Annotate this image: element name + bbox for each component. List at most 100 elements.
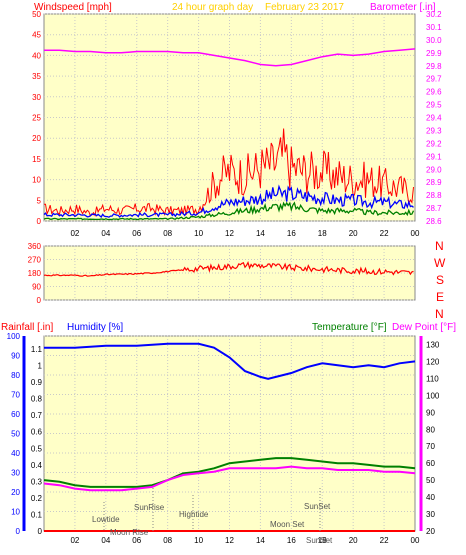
temperature-ticks: 20 30 40 50 60 70 80 90 100 110 120 130 <box>419 336 440 536</box>
x-tick-label: 10 <box>194 536 203 545</box>
humidity-tick-label: 30 <box>11 469 20 478</box>
astronomy-annotations: Lowtide Moon Rise SunRise Hightide Moon … <box>92 488 333 545</box>
direction-tick-label: 360 <box>28 242 42 251</box>
rainfall-tick-label: 0.4 <box>31 461 43 470</box>
temperature-tick-label: 90 <box>426 408 435 417</box>
barometer-line <box>44 48 416 67</box>
barometer-tick-label: 29.3 <box>426 126 442 135</box>
rainfall-axis-title: Rainfall [.in] <box>1 322 53 333</box>
x-tick-label: 02 <box>70 229 79 238</box>
barometer-tick-label: 29.4 <box>426 114 442 123</box>
temperature-tick-label: 120 <box>426 357 440 366</box>
humidity-ticks: 0 10 20 30 40 50 60 70 80 90 100 <box>7 332 21 536</box>
windspeed-tick-label: 10 <box>32 176 41 185</box>
rainfall-tick-label: 0.8 <box>31 395 43 404</box>
direction-tick-label: 90 <box>32 283 41 292</box>
barometer-tick-label: 28.6 <box>426 217 442 226</box>
temperature-tick-label: 130 <box>426 340 440 349</box>
compass-letter: W <box>434 256 446 270</box>
windspeed-tick-label: 25 <box>32 114 41 123</box>
direction-tick-label: 180 <box>28 269 42 278</box>
humidity-tick-label: 20 <box>11 488 20 497</box>
rainfall-tick-label: 1.1 <box>31 345 43 354</box>
barometer-tick-label: 30.1 <box>426 23 442 32</box>
barometer-tick-label: 29.2 <box>426 139 442 148</box>
windspeed-ticks: 0 5 10 15 20 25 30 35 40 45 50 <box>32 10 41 226</box>
compass-letter: S <box>436 273 444 287</box>
graph-title: 24 hour graph day <box>172 2 253 13</box>
x-tick-label: 18 <box>318 229 327 238</box>
direction-line <box>43 261 414 277</box>
windspeed-tick-label: 20 <box>32 134 41 143</box>
compass-letter: E <box>436 290 444 304</box>
x-tick-label: 14 <box>256 229 265 238</box>
windspeed-tick-label: 5 <box>37 196 42 205</box>
temperature-axis-title: Temperature [°F] <box>312 322 387 333</box>
compass-letter: N <box>435 307 444 321</box>
compass-letter: N <box>435 239 444 253</box>
barometer-tick-label: 29.9 <box>426 49 442 58</box>
annotation-sunset-lower: SunSet <box>306 536 333 545</box>
temperature-tick-label: 80 <box>426 425 435 434</box>
temperature-tick-label: 30 <box>426 510 435 519</box>
rainfall-tick-label: 0.5 <box>31 444 43 453</box>
windspeed-tick-label: 50 <box>32 10 41 19</box>
humidity-tick-label: 90 <box>11 352 20 361</box>
temperature-tick-label: 110 <box>426 374 439 383</box>
rainfall-tick-label: 0.2 <box>31 494 43 503</box>
barometer-tick-label: 29.5 <box>426 101 442 110</box>
x-tick-label: 14 <box>256 536 265 545</box>
x-tick-label: 06 <box>132 536 141 545</box>
x-tick-label: 12 <box>225 229 234 238</box>
humidity-tick-label: 0 <box>16 527 21 536</box>
barometer-tick-label: 30.2 <box>426 10 442 19</box>
x-tick-label: 06 <box>132 229 141 238</box>
temperature-tick-label: 50 <box>426 476 435 485</box>
barometer-tick-label: 28.9 <box>426 178 442 187</box>
barometer-tick-label: 29.0 <box>426 165 442 174</box>
dewpoint-axis-title: Dew Point [°F] <box>392 322 456 333</box>
direction-gridlines <box>44 245 415 301</box>
windspeed-tick-label: 45 <box>32 31 41 40</box>
temperature-tick-label: 60 <box>426 459 435 468</box>
annotation-lowtide: Lowtide <box>92 515 120 524</box>
annotation-hightide: Hightide <box>179 510 209 519</box>
temperature-tick-label: 40 <box>426 493 435 502</box>
humidity-line <box>44 342 416 380</box>
graph-date: February 23 2017 <box>265 2 344 13</box>
windspeed-axis-title: Windspeed [mph] <box>34 2 112 13</box>
x-tick-label: 08 <box>163 229 172 238</box>
compass-letters: N W S E N <box>434 239 446 321</box>
wind-x-ticks: 02 04 06 08 10 12 14 16 18 20 22 00 <box>70 229 420 238</box>
direction-tick-label: 270 <box>28 256 42 265</box>
humidity-tick-label: 60 <box>11 410 20 419</box>
windspeed-tick-label: 0 <box>37 217 42 226</box>
rainfall-tick-label: 0.9 <box>31 378 43 387</box>
temperature-tick-label: 100 <box>426 391 440 400</box>
windspeed-tick-label: 35 <box>32 72 41 81</box>
x-tick-label: 00 <box>411 536 420 545</box>
barometer-axis-title: Barometer [.in] <box>370 2 436 13</box>
average-line <box>43 184 414 218</box>
humidity-axis-title: Humidity [%] <box>67 322 123 333</box>
windspeed-tick-label: 15 <box>32 155 41 164</box>
direction-ticks: 0 90 180 270 360 <box>28 242 42 305</box>
x-tick-label: 22 <box>380 536 389 545</box>
humidity-tick-label: 10 <box>11 508 20 517</box>
humidity-series <box>43 342 416 532</box>
humidity-tick-label: 50 <box>11 430 20 439</box>
rainfall-tick-label: 0 <box>38 527 43 536</box>
humidity-tick-label: 40 <box>11 449 20 458</box>
humidity-x-ticks: 02 04 06 08 10 12 14 16 18 20 22 00 <box>70 536 420 545</box>
temperature-tick-label: 70 <box>426 442 435 451</box>
x-tick-label: 20 <box>349 536 358 545</box>
rainfall-tick-label: 1 <box>38 362 43 371</box>
barometer-ticks: 28.6 28.7 28.8 28.9 29.0 29.1 29.2 29.3 29.4 29.5… <box>426 10 442 226</box>
rainfall-tick-label: 0.1 <box>31 510 43 519</box>
rainfall-tick-label: 0.7 <box>31 411 43 420</box>
humidity-tick-label: 100 <box>7 332 21 341</box>
x-tick-label: 10 <box>194 229 203 238</box>
x-tick-label: 04 <box>101 536 110 545</box>
annotation-sunrise: SunRise <box>134 503 165 512</box>
x-tick-label: 12 <box>225 536 234 545</box>
